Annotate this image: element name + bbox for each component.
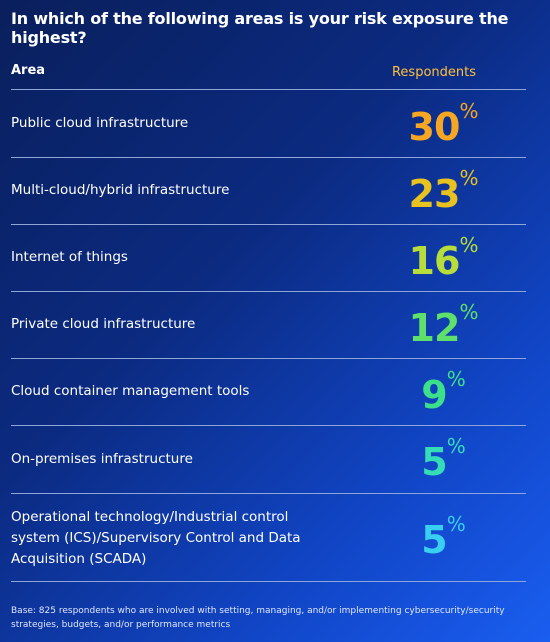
respondents-value: 5% [421, 512, 465, 562]
area-label: Multi-cloud/hybrid infrastructure [11, 182, 230, 198]
respondents-value: 12% [408, 299, 479, 350]
divider [11, 89, 526, 90]
respondents-value: 30% [408, 98, 479, 149]
percent-sign: % [459, 299, 478, 324]
respondents-value: 16% [408, 232, 479, 283]
table-row: Internet of things 16% [11, 224, 526, 292]
area-label: Cloud container management tools [11, 383, 250, 399]
table-row: On-premises infrastructure 5% [11, 425, 526, 494]
table-row: Private cloud infrastructure 12% [11, 291, 526, 359]
footnote: Base: 825 respondents who are involved w… [11, 606, 505, 630]
table-row: Operational technology/Industrial contro… [11, 493, 526, 582]
column-header: Area [11, 63, 46, 78]
respondents-value: 5% [421, 434, 465, 484]
percent-sign: % [446, 434, 466, 458]
percent-sign: % [459, 98, 478, 123]
table-row: Multi-cloud/hybrid infrastructure 23% [11, 157, 526, 225]
percent-sign: % [446, 366, 466, 391]
table-row: Cloud container management tools 9% [11, 358, 526, 426]
table-row: Public cloud infrastructure 30% [11, 90, 526, 158]
title: In which of the following areas is your … [11, 9, 509, 47]
respondents-value: 9% [421, 366, 465, 417]
respondents-value: 23% [408, 165, 479, 216]
column-header: Respondents [391, 65, 477, 80]
area-label: Private cloud infrastructure [11, 316, 196, 332]
area-label: On-premises infrastructure [11, 450, 193, 467]
area-label: Internet of things [11, 249, 128, 265]
percent-sign: % [446, 512, 466, 536]
area-label: Public cloud infrastructure [11, 115, 189, 131]
percent-sign: % [459, 165, 478, 190]
percent-sign: % [459, 232, 478, 257]
area-label: Operational technology/Industrial contro… [11, 509, 301, 567]
